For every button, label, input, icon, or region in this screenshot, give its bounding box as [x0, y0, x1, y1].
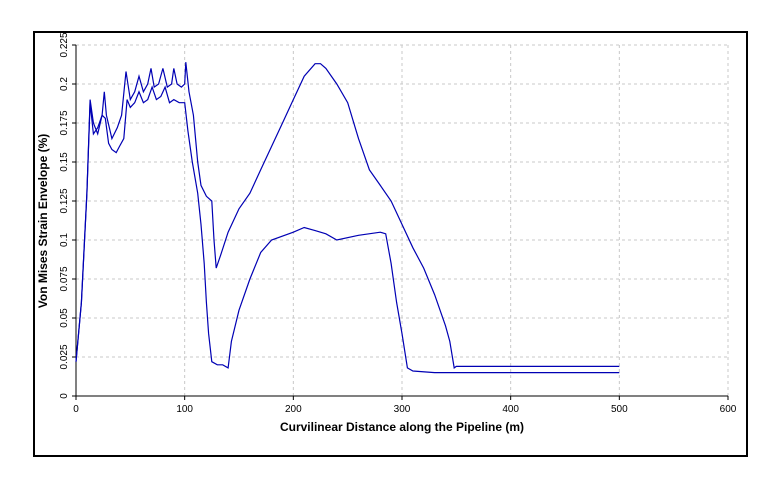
- y-tick-label: 0.15: [59, 152, 70, 172]
- y-tick-label: 0: [59, 393, 70, 399]
- y-tick-label: 0.175: [59, 110, 70, 135]
- x-tick-label: 500: [611, 404, 628, 415]
- y-tick-label: 0.125: [59, 188, 70, 213]
- strain-chart: 0 100 200 300 400 500 600 0 0.025 0.05 0.075 0.1 0.…: [36, 33, 737, 434]
- y-tick-labels: 0 0.025 0.05 0.075 0.1 0.125 0.15 0.175 0.2 0.225: [59, 33, 76, 399]
- y-tick-label: 0.225: [59, 33, 70, 58]
- x-tick-label: 200: [285, 404, 302, 415]
- y-tick-label: 0.1: [59, 233, 70, 247]
- x-tick-label: 600: [720, 404, 737, 415]
- data-lines: [75, 62, 620, 374]
- x-tick-label: 0: [73, 404, 79, 415]
- chart-frame: 0 100 200 300 400 500 600 0 0.025 0.05 0.075 0.1 0.…: [33, 31, 748, 457]
- x-tick-label: 400: [502, 404, 519, 415]
- x-axis-label: Curvilinear Distance along the Pipeline …: [280, 420, 524, 434]
- y-tick-label: 0.2: [59, 77, 70, 91]
- series-line-1: [75, 62, 620, 369]
- y-tick-label: 0.075: [59, 266, 70, 291]
- x-tick-labels: 0 100 200 300 400 500 600: [73, 396, 737, 415]
- x-tick-label: 100: [176, 404, 193, 415]
- x-tick-label: 300: [394, 404, 411, 415]
- series-line-2: [75, 85, 620, 374]
- y-axis-label: Von Mises Strain Envelope (%): [36, 134, 50, 308]
- y-tick-label: 0.05: [59, 308, 70, 328]
- grid-lines: [76, 44, 729, 396]
- y-tick-label: 0.025: [59, 344, 70, 369]
